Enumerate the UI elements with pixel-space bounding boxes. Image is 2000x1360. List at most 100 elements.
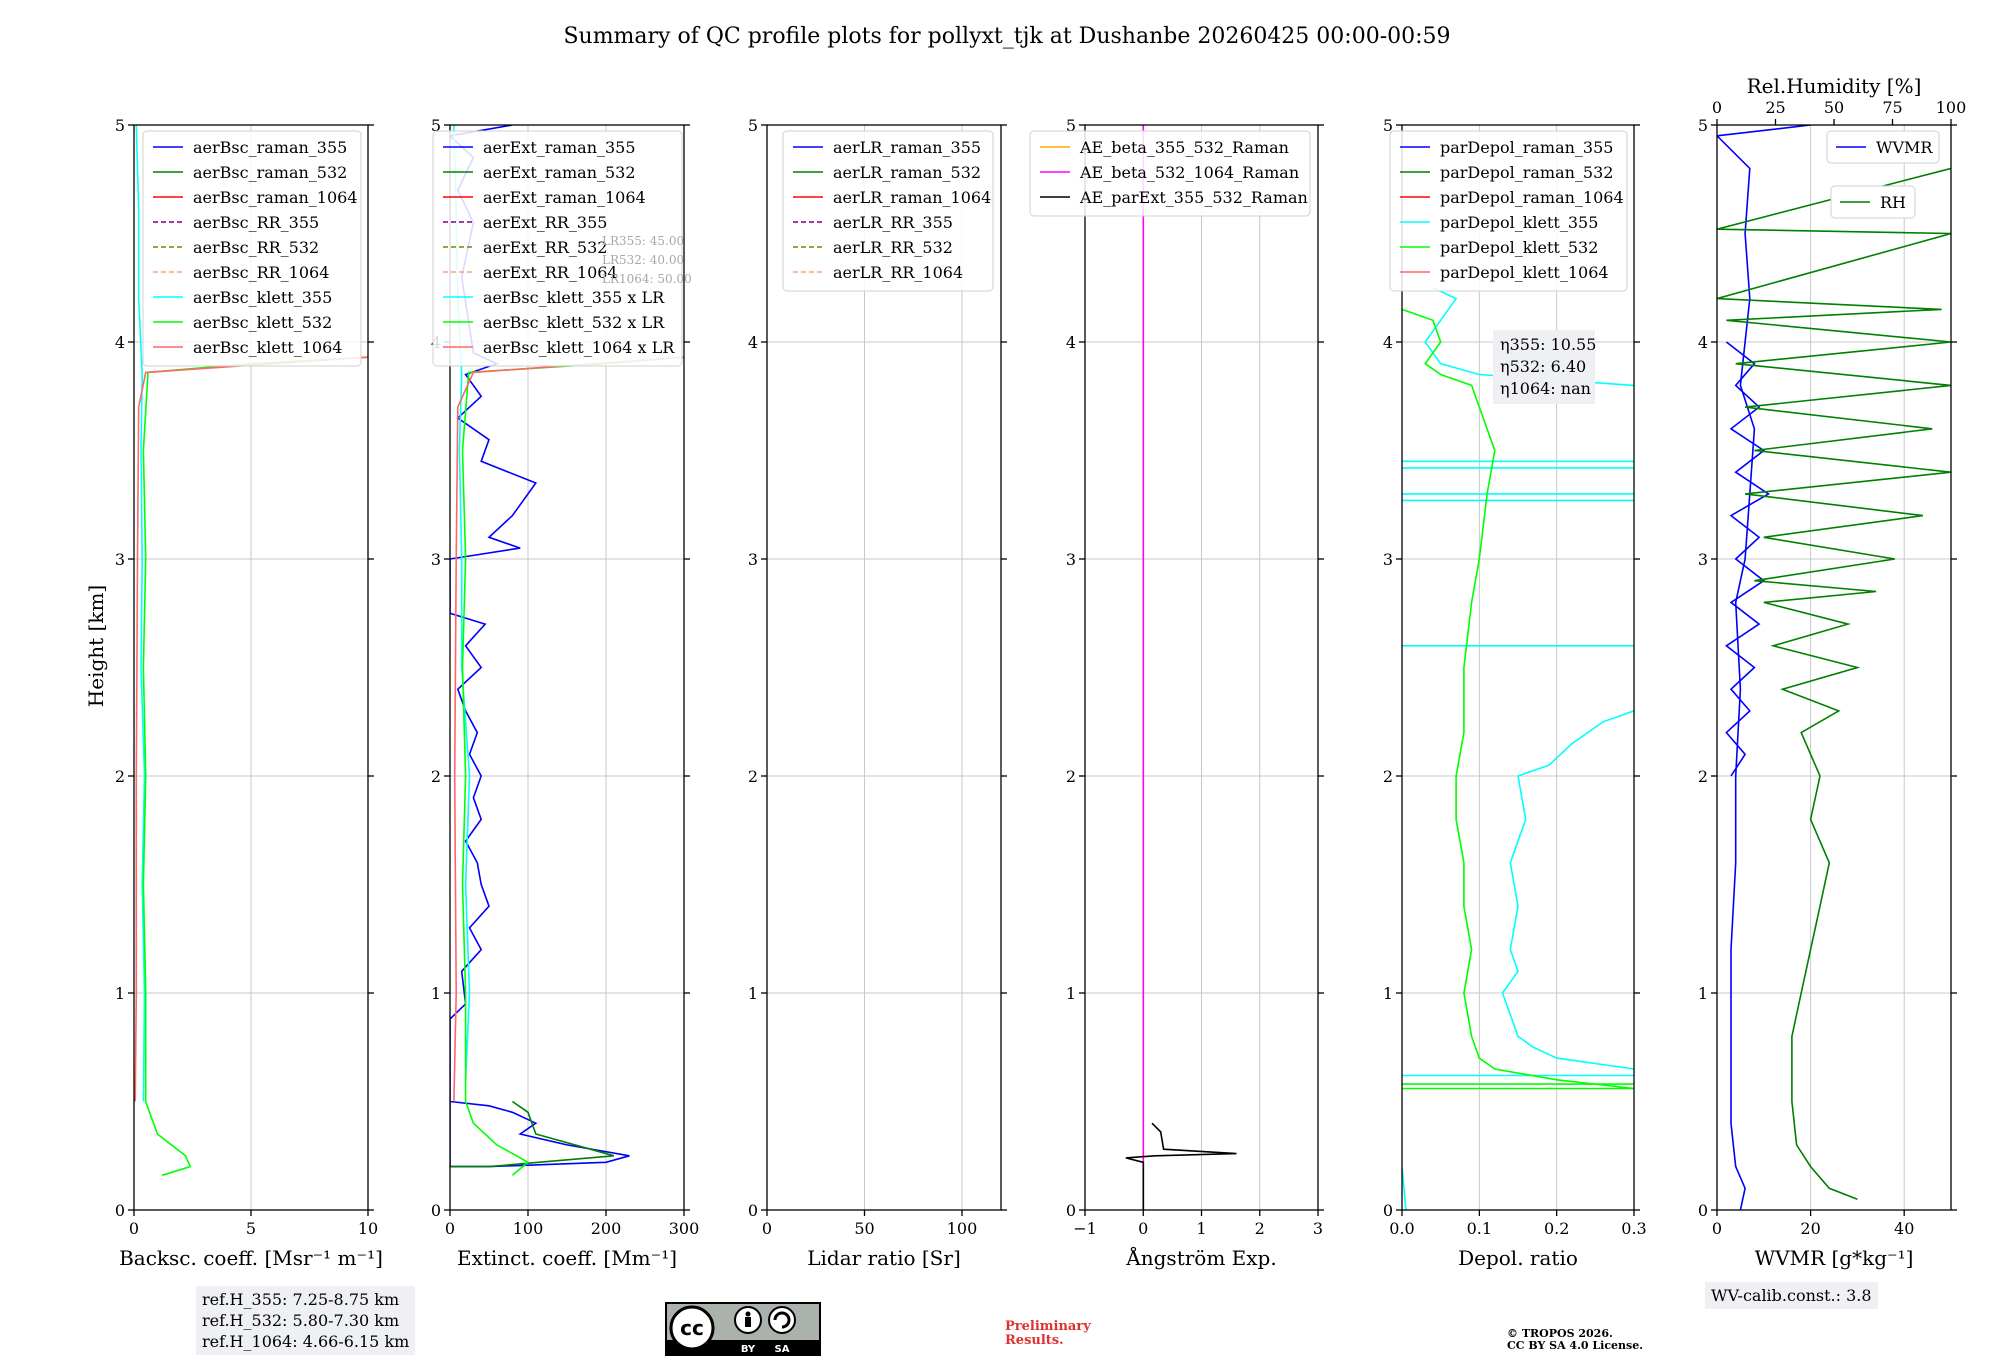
panel-bsc: 0 5 10 0 1 2 3 4 5 Backsc. coeff. [Msr⁻¹ m⁻¹] aerB… <box>115 116 383 1270</box>
cc-by-label: BY <box>741 1344 756 1355</box>
lidar-ratio-note: LR532: 40.00 <box>602 253 684 267</box>
top-x-tick-label: 100 <box>1936 98 1967 117</box>
wv-calibration-box: WV-calib.const.: 3.8 <box>1705 1282 1878 1309</box>
y-tick-label: 0 <box>1066 1201 1076 1220</box>
panel-lr: 0 50 100 0 1 2 3 4 5 Lidar ratio [Sr] aerLR_raman_… <box>748 116 1007 1270</box>
y-tick-label: 3 <box>748 550 758 569</box>
x-axis-label: Depol. ratio <box>1458 1246 1578 1270</box>
x-tick-label: 5 <box>246 1219 256 1238</box>
legend-entry: aerBsc_raman_355 <box>193 138 347 157</box>
by-person-head <box>745 1311 751 1317</box>
y-tick-label: 1 <box>1383 984 1393 1003</box>
legend-entry: aerBsc_RR_532 <box>193 238 319 257</box>
y-tick-label: 1 <box>115 984 125 1003</box>
copyright-line-1: © TROPOS 2026. <box>1507 1327 1613 1340</box>
legend-entry: aerLR_RR_532 <box>833 238 953 257</box>
y-tick-label: 4 <box>115 333 125 352</box>
x-tick-label: 0 <box>1138 1219 1148 1238</box>
top-x-axis-label: Rel.Humidity [%] <box>1747 74 1922 98</box>
eta-value: η355: 10.55 <box>1500 335 1596 354</box>
y-tick-label: 4 <box>1383 333 1393 352</box>
x-tick-label: 50 <box>854 1219 874 1238</box>
sa-arrow <box>773 1311 791 1329</box>
series-aerext-raman-532 <box>450 1100 615 1168</box>
x-tick-label: 1 <box>1196 1219 1206 1238</box>
cc-sa-label: SA <box>775 1344 790 1355</box>
ref-height-1064: ref.H_1064: 4.66-6.15 km <box>202 1332 410 1351</box>
top-x-tick-label: 0 <box>1712 98 1722 117</box>
x-axis-label: Extinct. coeff. [Mm⁻¹] <box>457 1246 677 1270</box>
x-tick-label: −1 <box>1073 1219 1097 1238</box>
y-tick-label: 2 <box>115 767 125 786</box>
x-tick-label: 20 <box>1800 1219 1820 1238</box>
series-aerbsc-klett-532 <box>142 356 368 1177</box>
legend-rh: RH <box>1830 185 1916 219</box>
wv-calib-const: WV-calib.const.: 3.8 <box>1711 1286 1872 1305</box>
legend-entry: WVMR <box>1876 138 1933 157</box>
x-tick-label: 0.3 <box>1621 1219 1646 1238</box>
series-aerbsc-klett-532 x lr <box>461 356 684 1176</box>
cc-logo-text: cc <box>680 1316 704 1340</box>
legend-entry: aerExt_raman_355 <box>483 138 636 157</box>
y-tick-label: 2 <box>748 767 758 786</box>
y-tick-label: 3 <box>1066 550 1076 569</box>
cc-logo-icon <box>669 1305 715 1351</box>
legend-entry: aerExt_RR_355 <box>483 213 607 232</box>
x-tick-label: 100 <box>947 1219 978 1238</box>
y-tick-label: 5 <box>1383 116 1393 135</box>
y-tick-label: 2 <box>431 767 441 786</box>
x-axis-label: Ångström Exp. <box>1125 1245 1276 1270</box>
legend-entry: aerExt_raman_532 <box>483 163 636 182</box>
y-tick-label: 0 <box>1383 1201 1393 1220</box>
series-pardepol-klett-355-b <box>1501 710 1634 1070</box>
legend-entry: aerBsc_klett_1064 <box>193 338 342 357</box>
x-tick-label: 200 <box>591 1219 622 1238</box>
eta-box: η355: 10.55 η532: 6.40 η1064: nan <box>1493 330 1596 404</box>
y-tick-label: 1 <box>431 984 441 1003</box>
series-pardepol-klett-532 <box>1402 308 1634 1090</box>
legend: aerExt_raman_355 aerExt_raman_532 aerExt_r… <box>432 130 683 367</box>
legend-entry: aerBsc_klett_1064 x LR <box>483 338 675 357</box>
legend-entry: aerBsc_klett_532 <box>193 313 332 332</box>
legend-entry: parDepol_raman_532 <box>1440 163 1613 182</box>
y-tick-label: 0 <box>431 1201 441 1220</box>
lidar-ratio-note: LR355: 45.00 <box>602 234 684 248</box>
y-tick-label: 3 <box>1383 550 1393 569</box>
legend-box <box>142 130 362 367</box>
x-tick-label: 3 <box>1313 1219 1323 1238</box>
legend-entry: aerExt_RR_532 <box>483 238 607 257</box>
eta-box-background <box>1493 330 1595 404</box>
legend-entry: parDepol_klett_532 <box>1440 238 1598 257</box>
y-tick-label: 0 <box>1698 1201 1708 1220</box>
sa-share-alike-icon <box>768 1306 796 1334</box>
y-tick-label: 5 <box>431 116 441 135</box>
top-x-tick-label: 50 <box>1824 98 1844 117</box>
y-tick-label: 2 <box>1383 767 1393 786</box>
legend-entry: aerBsc_RR_1064 <box>193 263 329 282</box>
legend-entry: aerExt_RR_1064 <box>483 263 618 282</box>
legend-entry: AE_parExt_355_532_Raman <box>1079 188 1308 207</box>
legend-wvmr: WVMR <box>1826 130 1940 164</box>
legend: aerLR_raman_355 aerLR_raman_532 aerLR_rama… <box>782 130 994 292</box>
x-axis-label: Backsc. coeff. [Msr⁻¹ m⁻¹] <box>119 1246 383 1270</box>
legend-entry: aerLR_raman_1064 <box>833 188 991 207</box>
y-tick-label: 5 <box>1066 116 1076 135</box>
legend-entry: RH <box>1880 193 1906 212</box>
x-tick-label: 0 <box>445 1219 455 1238</box>
legend-entry: aerBsc_raman_1064 <box>193 188 358 207</box>
legend-entry: parDepol_raman_355 <box>1440 138 1613 157</box>
x-tick-label: 0.1 <box>1467 1219 1492 1238</box>
ref-height-355: ref.H_355: 7.25-8.75 km <box>202 1290 400 1309</box>
legend-entry: parDepol_klett_355 <box>1440 213 1598 232</box>
series-pardepol-klett-355 <box>1402 1166 1407 1210</box>
figure-title: Summary of QC profile plots for pollyxt_… <box>563 24 1450 49</box>
ref-height-532: ref.H_532: 5.80-7.30 km <box>202 1311 400 1330</box>
y-tick-label: 3 <box>115 550 125 569</box>
preliminary-line-2: Results. <box>1005 1333 1064 1348</box>
y-axis-label: Height [km] <box>84 585 108 707</box>
legend-box <box>1389 130 1628 292</box>
copyright-line-2: CC BY SA 4.0 License. <box>1507 1339 1644 1352</box>
legend-entry: aerBsc_klett_355 <box>193 288 332 307</box>
x-tick-label: 0 <box>762 1219 772 1238</box>
copyright-note: © TROPOS 2026. CC BY SA 4.0 License. <box>1507 1328 1643 1352</box>
